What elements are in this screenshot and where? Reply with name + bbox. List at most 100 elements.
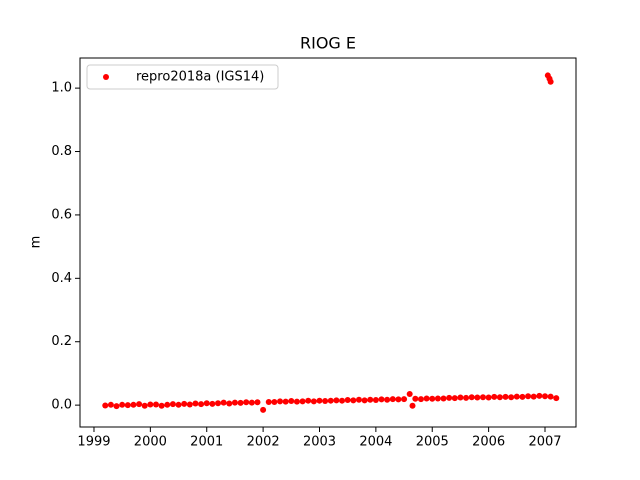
x-tick-label: 2001 [190,435,223,450]
point [451,395,458,402]
legend-marker [103,74,109,80]
point [434,395,441,402]
x-tick-label: 2005 [416,435,449,450]
point [446,394,453,401]
point [429,395,436,402]
y-tick-label: 0.0 [51,398,72,413]
point [209,400,216,407]
point [355,396,362,403]
y-tick-label: 0.8 [51,144,72,159]
point [384,396,391,403]
point [288,398,295,405]
point [496,394,503,401]
y-tick-label: 0.4 [51,271,72,286]
point [282,398,289,405]
point [147,401,154,408]
point [231,399,238,406]
point [130,401,137,408]
x-tick-label: 2007 [528,435,561,450]
point [479,394,486,401]
point [265,398,272,405]
x-tick-label: 1999 [77,435,110,450]
point [186,401,193,408]
point [457,394,464,401]
point [277,398,284,405]
point [350,397,357,404]
x-tick-label: 2002 [247,435,280,450]
point [395,396,402,403]
point [401,396,408,403]
x-tick-label: 2000 [134,435,167,450]
point [169,401,176,408]
point [463,394,470,401]
point [485,394,492,401]
point [164,401,171,408]
point [361,397,368,404]
point [316,397,323,404]
point [502,393,509,400]
chart-title: RIOG E [300,34,356,53]
point [389,396,396,403]
point [248,399,255,406]
point [215,400,222,407]
point [344,397,351,404]
point [198,401,205,408]
point [513,393,520,400]
point [423,395,430,402]
point [547,393,554,400]
point [409,402,416,409]
legend-box [86,64,279,90]
point [541,393,548,400]
point [107,401,114,408]
point [226,400,233,407]
point [406,391,413,398]
x-tick-label: 2006 [472,435,505,450]
point [136,401,143,408]
point [468,394,475,401]
point [547,78,554,85]
point [102,402,109,409]
point [525,393,532,400]
point [243,399,250,406]
point [333,397,340,404]
point [322,398,329,405]
point [474,394,481,401]
point [260,406,267,413]
point [491,393,498,400]
point [530,393,537,400]
point [113,403,120,410]
point [141,402,148,409]
y-axis-label: m [29,236,44,249]
point [327,397,334,404]
plot-frame [79,57,577,428]
point [293,398,300,405]
point [305,397,312,404]
point [192,400,199,407]
point [158,402,165,409]
point [237,399,244,406]
point [271,398,278,405]
point [220,399,227,406]
point [508,394,515,401]
point [367,396,374,403]
point [310,398,317,405]
y-tick-label: 0.6 [51,207,72,222]
point [378,396,385,403]
point [175,401,182,408]
point [254,399,261,406]
y-tick-label: 0.2 [51,334,72,349]
point [124,402,131,409]
x-tick-label: 2004 [359,435,392,450]
point [412,395,419,402]
point [553,395,560,402]
point [181,400,188,407]
point [203,400,210,407]
point [519,393,526,400]
x-tick-label: 2003 [303,435,336,450]
point [152,401,159,408]
legend-label: repro2018a (IGS14) [136,70,264,85]
point [440,395,447,402]
y-tick-label: 1.0 [51,81,72,96]
point [339,397,346,404]
